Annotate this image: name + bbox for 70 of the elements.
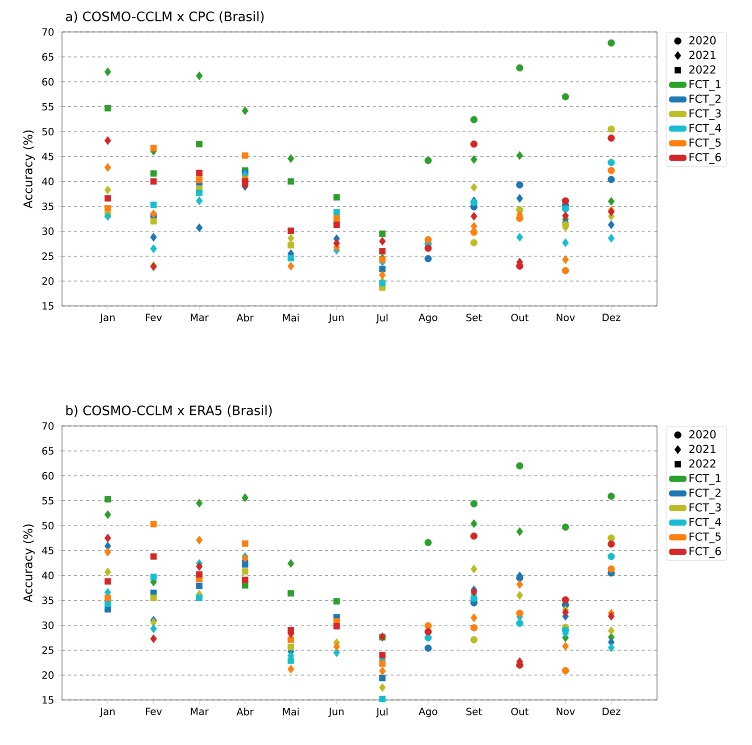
y-tick-label: 35: [42, 202, 54, 210]
chart-title: b) COSMO-CCLM x ERA5 (Brasil): [66, 405, 272, 417]
legend-label: 2021: [689, 50, 716, 60]
x-tick-label: Jun: [328, 314, 344, 324]
y-tick-label: 50: [42, 128, 54, 136]
legend-label: 2020: [689, 430, 716, 438]
y-axis-title: Accuracy (%): [23, 130, 35, 208]
x-tick-label: Jun: [328, 708, 344, 718]
y-tick-label: 25: [42, 646, 54, 654]
y-tick-label: 55: [42, 103, 54, 110]
x-tick-label: Mar: [190, 314, 209, 322]
x-tick-label: Abr: [236, 314, 254, 322]
x-tick-label: Ago: [418, 708, 438, 718]
x-tick-label: Jul: [376, 708, 388, 718]
legend-label: FCT_1: [690, 474, 721, 485]
x-tick-label: Jan: [100, 708, 115, 718]
legend-label: FCT_2: [690, 488, 721, 500]
x-tick-label: Nov: [556, 314, 575, 322]
chart-title: a) COSMO-CCLM x CPC (Brasil): [66, 11, 264, 23]
y-tick-label: 35: [42, 596, 54, 604]
y-axis-title: Accuracy (%): [23, 524, 35, 602]
y-tick-label: 20: [42, 277, 54, 285]
legend-label: FCT_3: [690, 503, 721, 514]
x-tick-label: Dez: [602, 708, 620, 716]
y-tick-label: 70: [42, 28, 54, 36]
x-tick-label: Mar: [190, 708, 209, 716]
y-tick-label: 30: [42, 227, 54, 236]
legend-label: FCT_1: [690, 80, 721, 91]
y-tick-label: 70: [42, 422, 54, 430]
x-tick-label: Set: [466, 708, 482, 716]
y-tick-label: 45: [42, 152, 54, 160]
x-tick-label: Fev: [146, 708, 162, 716]
legend-label: 2022: [689, 459, 716, 468]
y-tick-label: 45: [42, 546, 54, 554]
x-tick-label: Nov: [556, 708, 575, 716]
legend-label: 2020: [689, 36, 716, 44]
legend-label: FCT_3: [690, 109, 721, 120]
x-tick-label: Out: [511, 314, 528, 322]
legend-label: 2022: [689, 65, 716, 74]
y-tick-label: 15: [42, 696, 54, 704]
x-tick-label: Mai: [283, 314, 299, 322]
y-tick-label: 25: [42, 252, 54, 260]
legend-label: FCT_5: [690, 532, 721, 544]
legend-label: FCT_4: [690, 124, 722, 135]
y-tick-label: 40: [42, 178, 54, 186]
y-tick-label: 30: [42, 621, 54, 630]
y-tick-label: 40: [42, 572, 54, 580]
y-tick-label: 65: [42, 53, 54, 61]
y-tick-label: 20: [42, 671, 54, 679]
x-tick-label: Abr: [236, 708, 254, 716]
x-tick-label: Fev: [146, 314, 162, 322]
legend-label: FCT_2: [690, 94, 721, 106]
y-tick-label: 15: [42, 302, 54, 310]
legend-label: FCT_6: [690, 153, 721, 164]
x-tick-label: Dez: [602, 314, 620, 322]
y-tick-label: 60: [42, 78, 54, 86]
legend-label: FCT_6: [690, 547, 721, 558]
y-tick-label: 50: [42, 522, 54, 530]
y-tick-label: 60: [42, 472, 54, 480]
x-tick-label: Jul: [376, 314, 388, 324]
y-tick-label: 55: [42, 497, 54, 504]
x-tick-label: Set: [466, 314, 482, 322]
legend-label: FCT_5: [690, 138, 721, 150]
legend-label: FCT_4: [690, 518, 722, 529]
x-tick-label: Mai: [283, 708, 299, 716]
x-tick-label: Jan: [100, 314, 115, 324]
legend-label: 2021: [689, 444, 716, 454]
y-tick-label: 65: [42, 447, 54, 455]
x-tick-label: Out: [511, 708, 528, 716]
x-tick-label: Ago: [418, 314, 438, 324]
